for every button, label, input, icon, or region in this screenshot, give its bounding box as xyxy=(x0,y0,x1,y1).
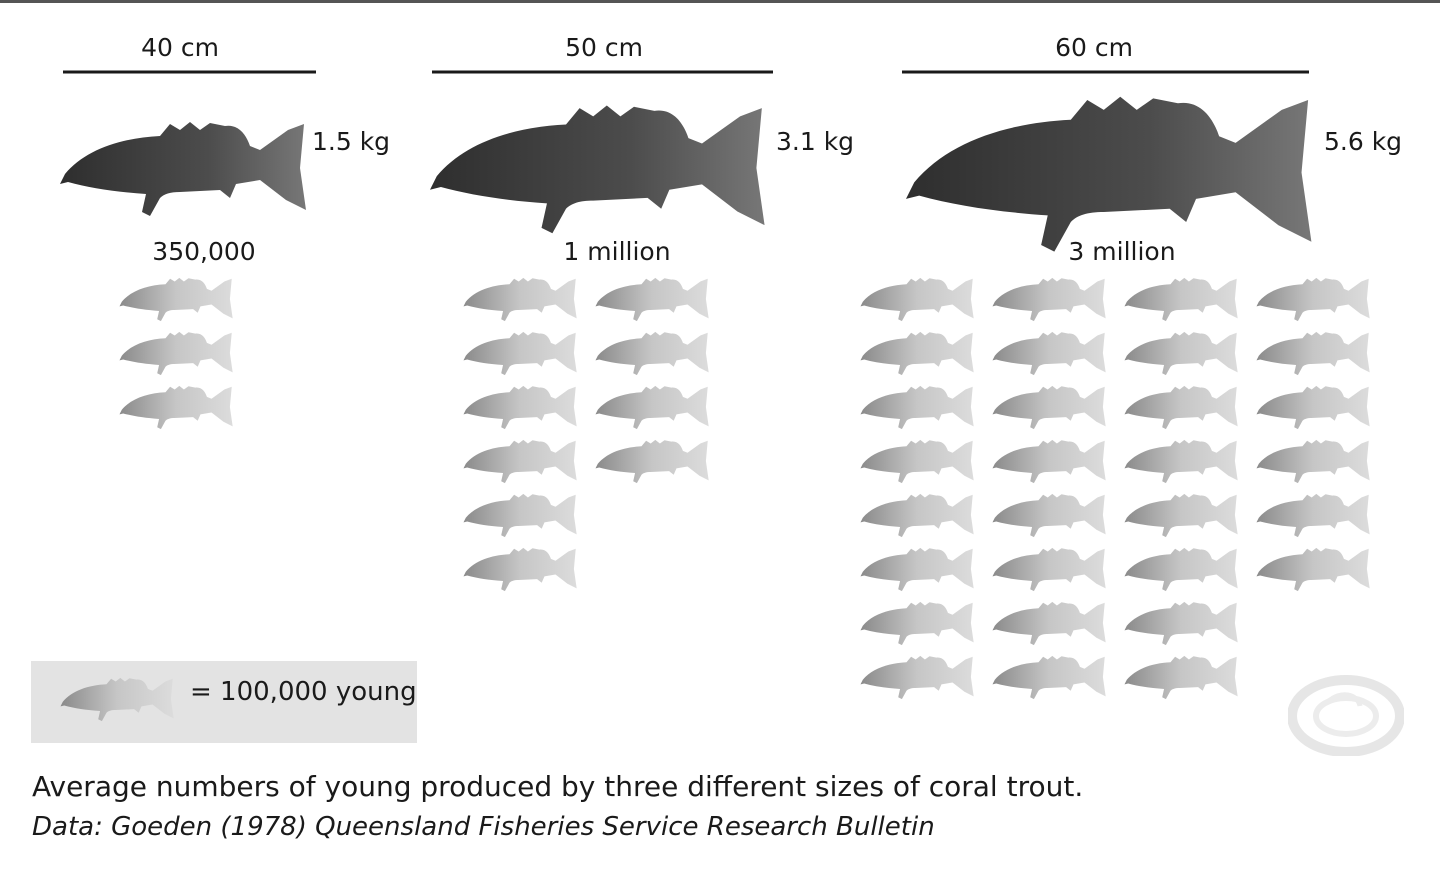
young-fish-icon xyxy=(1256,547,1370,592)
young-fish-icon xyxy=(860,439,974,484)
young-fish-icon xyxy=(1256,385,1370,430)
young-fish-icon xyxy=(992,547,1106,592)
young-fish-pictograph xyxy=(119,277,1370,700)
size-label-40: 40 cm xyxy=(141,33,219,62)
young-fish-icon xyxy=(119,277,233,322)
young-fish-icon xyxy=(595,277,709,322)
young-fish-icon xyxy=(1124,601,1238,646)
chart-source: Data: Goeden (1978) Queensland Fisheries… xyxy=(32,812,935,842)
young-fish-icon xyxy=(992,277,1106,322)
young-fish-icon xyxy=(860,385,974,430)
top-border xyxy=(0,0,1440,3)
young-fish-icon xyxy=(992,439,1106,484)
size-label-60: 60 cm xyxy=(1055,33,1133,62)
young-fish-icon xyxy=(860,331,974,376)
adult-coral-trout-icon xyxy=(60,122,306,216)
young-fish-icon xyxy=(463,277,577,322)
young-fish-icon xyxy=(595,439,709,484)
young-fish-icon xyxy=(1124,331,1238,376)
young-fish-icon xyxy=(1124,493,1238,538)
young-fish-icon xyxy=(860,277,974,322)
legend-unit-label: = 100,000 young xyxy=(190,677,417,707)
young-fish-icon xyxy=(1124,385,1238,430)
weight-label-60: 5.6 kg xyxy=(1324,127,1402,156)
young-fish-icon xyxy=(992,655,1106,700)
young-fish-icon xyxy=(463,493,577,538)
young-fish-icon xyxy=(1124,655,1238,700)
young-fish-icon xyxy=(119,331,233,376)
young-fish-icon xyxy=(1124,439,1238,484)
young-fish-icon xyxy=(992,601,1106,646)
young-fish-icon xyxy=(992,385,1106,430)
young-fish-icon xyxy=(992,493,1106,538)
count-label-50: 1 million xyxy=(563,237,670,266)
young-fish-icon xyxy=(463,547,577,592)
adult-coral-trout-icon xyxy=(906,96,1312,252)
count-label-40: 350,000 xyxy=(152,237,255,266)
weight-label-40: 1.5 kg xyxy=(312,127,390,156)
young-fish-icon xyxy=(860,655,974,700)
young-fish-icon xyxy=(992,331,1106,376)
weight-label-50: 3.1 kg xyxy=(776,127,854,156)
young-fish-icon xyxy=(860,493,974,538)
young-fish-icon xyxy=(463,331,577,376)
young-fish-icon xyxy=(119,385,233,430)
young-fish-icon xyxy=(860,601,974,646)
chart-caption: Average numbers of young produced by thr… xyxy=(32,770,1084,803)
young-fish-icon xyxy=(1256,277,1370,322)
young-fish-icon xyxy=(595,385,709,430)
watermark-logo-icon xyxy=(1288,675,1404,756)
young-fish-icon xyxy=(1256,439,1370,484)
young-fish-partial-icon xyxy=(119,439,177,484)
young-fish-icon xyxy=(463,439,577,484)
size-label-50: 50 cm xyxy=(565,33,643,62)
young-fish-icon xyxy=(1256,331,1370,376)
young-fish-icon xyxy=(1124,547,1238,592)
count-label-60: 3 million xyxy=(1068,237,1175,266)
young-fish-icon xyxy=(1124,277,1238,322)
adult-coral-trout-icon xyxy=(430,105,765,234)
young-fish-icon xyxy=(860,547,974,592)
young-fish-icon xyxy=(595,331,709,376)
young-fish-icon xyxy=(1256,493,1370,538)
young-fish-icon xyxy=(463,385,577,430)
